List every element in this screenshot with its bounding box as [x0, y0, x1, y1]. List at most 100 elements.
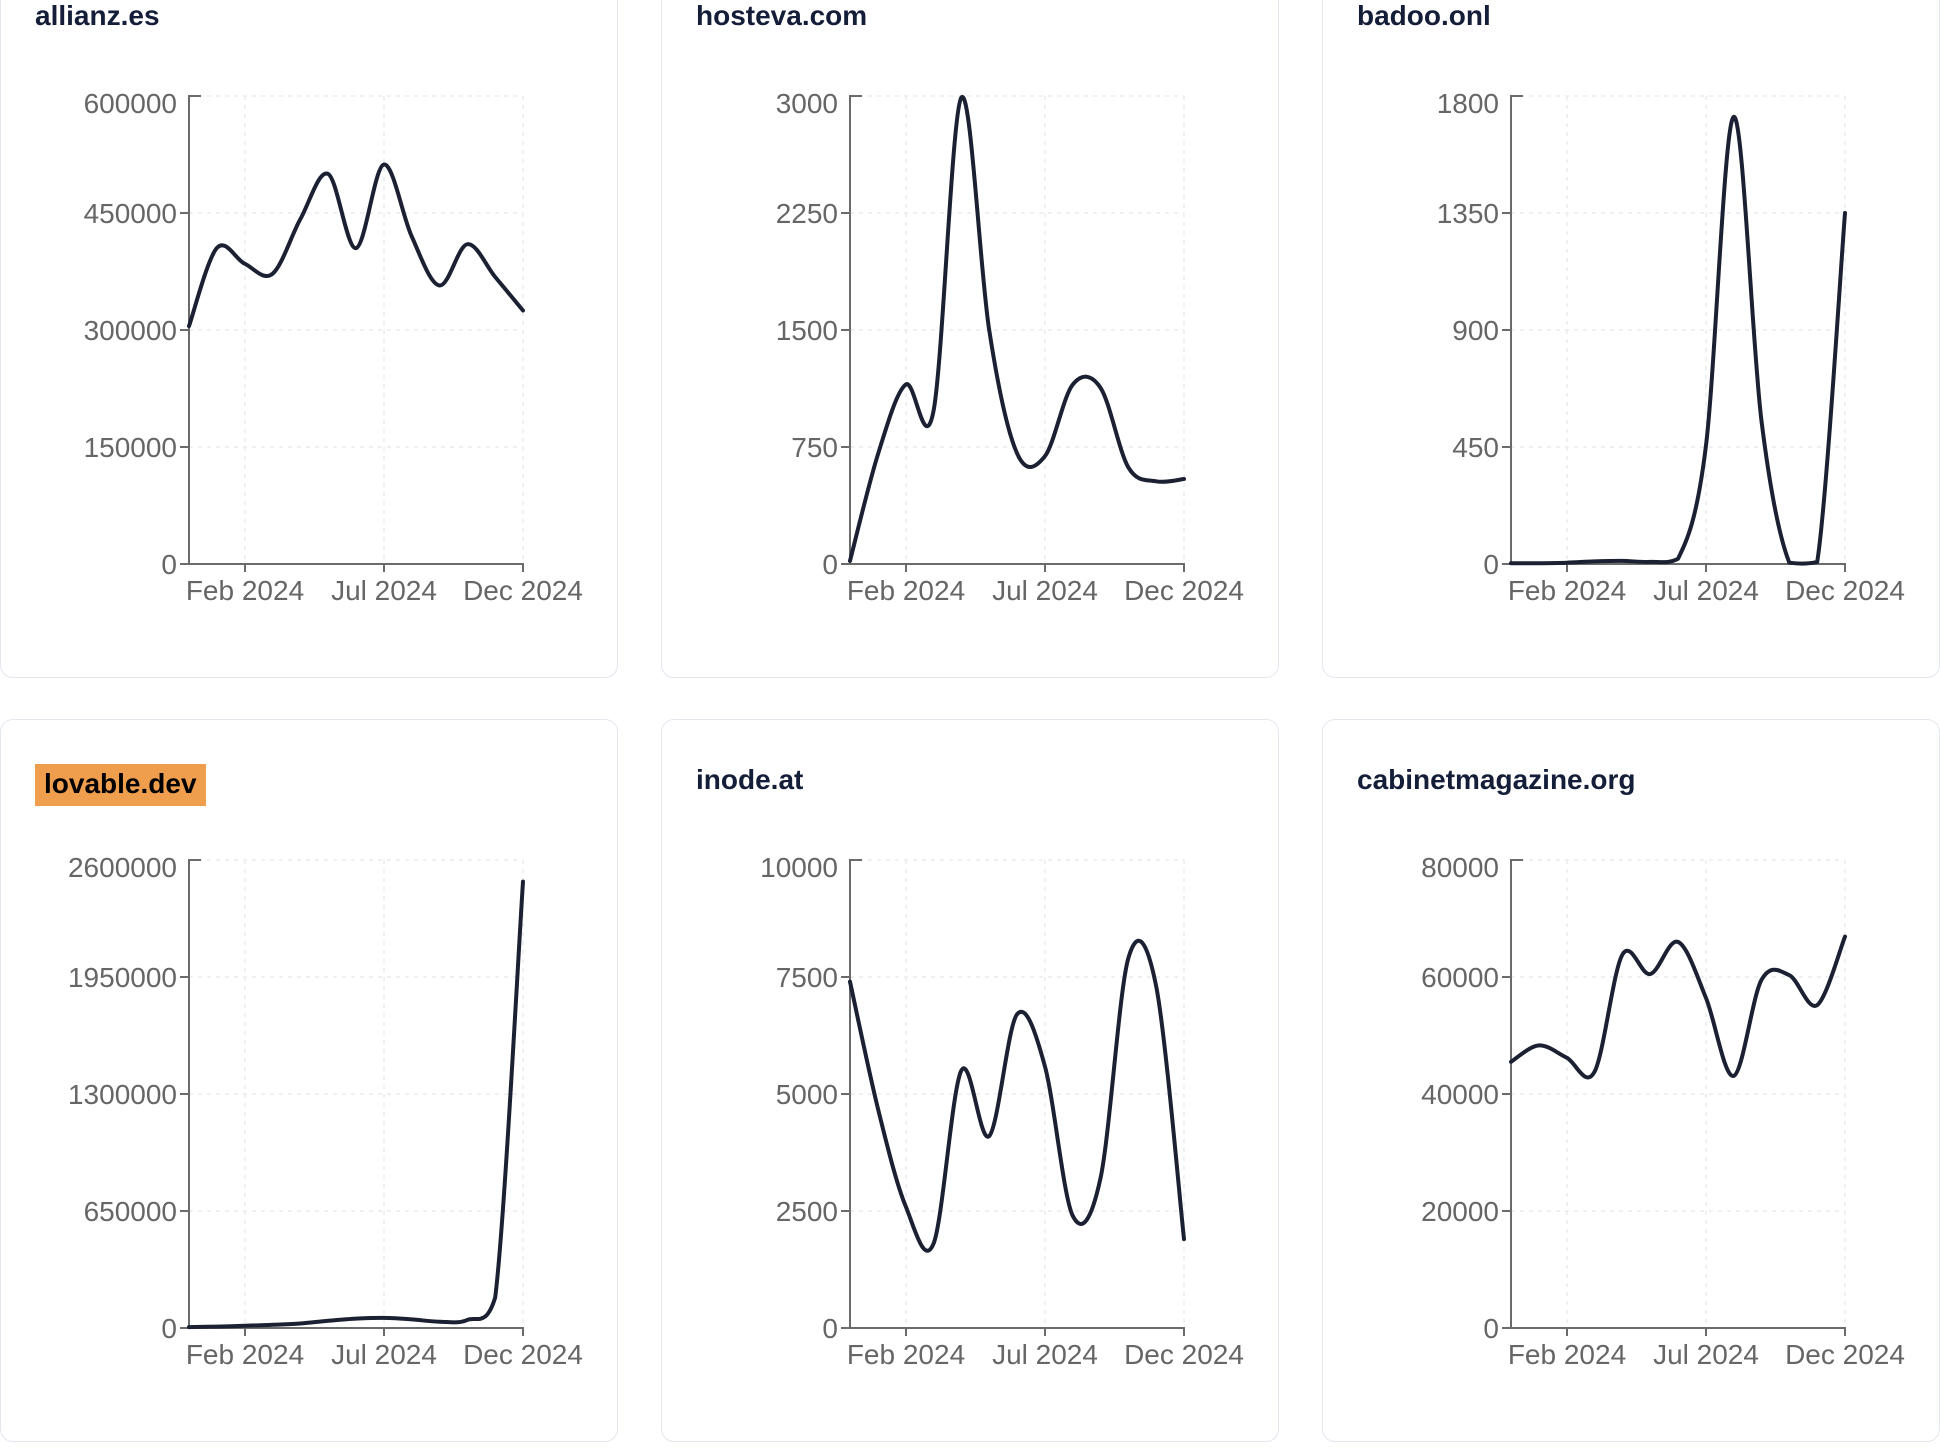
svg-text:Jul 2024: Jul 2024 — [1653, 575, 1759, 606]
data-line — [848, 95, 1186, 563]
svg-text:0: 0 — [161, 1313, 177, 1344]
y-axis-labels: 0 750 1500 2250 3000 — [776, 88, 838, 580]
chart-title: badoo.onl — [1357, 0, 1491, 32]
svg-text:1950000: 1950000 — [68, 962, 177, 993]
chart-title-text: allianz.es — [35, 0, 160, 31]
chart-title-highlighted: lovable.dev — [35, 764, 206, 806]
svg-text:10000: 10000 — [760, 852, 838, 883]
gridlines — [850, 859, 1185, 1328]
svg-text:Feb 2024: Feb 2024 — [186, 1339, 304, 1370]
chart-card-lovable-dev: lovable.dev 0 650000 1300000 1950000 2600000… — [0, 719, 618, 1442]
svg-text:0: 0 — [161, 549, 177, 580]
svg-text:Feb 2024: Feb 2024 — [847, 575, 965, 606]
data-line — [848, 938, 1186, 1253]
line-chart: 0 150000 300000 450000 600000 Feb 2024 Jul 202… — [84, 88, 583, 606]
svg-text:Jul 2024: Jul 2024 — [331, 1339, 437, 1370]
svg-text:3000: 3000 — [776, 88, 838, 119]
gridlines — [189, 95, 524, 564]
line-chart: 0 20000 40000 60000 80000 Feb 2024 Jul 2024 Dec… — [1421, 852, 1905, 1370]
svg-text:600000: 600000 — [84, 88, 177, 119]
chart-card-hosteva-com: hosteva.com 0 750 1500 2250 3000 Feb 2024 Jul … — [661, 0, 1279, 678]
y-axis-labels: 0 150000 300000 450000 600000 — [84, 88, 177, 580]
x-axis-labels: Feb 2024 Jul 2024 Dec 2024 — [1508, 575, 1905, 606]
chart-title-text: inode.at — [696, 764, 804, 795]
svg-text:40000: 40000 — [1421, 1079, 1499, 1110]
chart-title-text: lovable.dev — [35, 764, 206, 806]
svg-text:Jul 2024: Jul 2024 — [331, 575, 437, 606]
svg-text:Jul 2024: Jul 2024 — [1653, 1339, 1759, 1370]
data-line — [1509, 114, 1847, 566]
data-line — [187, 879, 525, 1330]
chart-card-cabinetmagazine-org: cabinetmagazine.org 0 20000 40000 60000 8000… — [1322, 719, 1940, 1442]
svg-text:Dec 2024: Dec 2024 — [1124, 1339, 1244, 1370]
chart-title: cabinetmagazine.org — [1357, 764, 1636, 796]
svg-text:Feb 2024: Feb 2024 — [1508, 575, 1626, 606]
axes — [1502, 95, 1846, 572]
x-axis-labels: Feb 2024 Jul 2024 Dec 2024 — [847, 1339, 1244, 1370]
y-axis-labels: 0 20000 40000 60000 80000 — [1421, 852, 1499, 1344]
svg-text:450: 450 — [1452, 432, 1499, 463]
svg-text:2250: 2250 — [776, 198, 838, 229]
svg-text:1300000: 1300000 — [68, 1079, 177, 1110]
line-chart: 0 750 1500 2250 3000 Feb 2024 Jul 2024 Dec 2024 — [776, 88, 1244, 606]
chart-title-text: cabinetmagazine.org — [1357, 764, 1636, 795]
svg-text:Dec 2024: Dec 2024 — [1785, 575, 1905, 606]
x-axis-labels: Feb 2024 Jul 2024 Dec 2024 — [186, 1339, 583, 1370]
x-axis-labels: Feb 2024 Jul 2024 Dec 2024 — [186, 575, 583, 606]
svg-text:150000: 150000 — [84, 432, 177, 463]
svg-text:1350: 1350 — [1437, 198, 1499, 229]
gridlines — [1511, 95, 1846, 564]
svg-text:Feb 2024: Feb 2024 — [186, 575, 304, 606]
line-chart: 0 650000 1300000 1950000 2600000 Feb 2024 Jul … — [68, 852, 583, 1370]
svg-text:0: 0 — [1483, 1313, 1499, 1344]
svg-text:650000: 650000 — [84, 1196, 177, 1227]
chart-title: allianz.es — [35, 0, 160, 32]
data-line — [187, 162, 525, 329]
svg-text:900: 900 — [1452, 315, 1499, 346]
gridlines — [189, 859, 524, 1328]
chart-title: hosteva.com — [696, 0, 867, 32]
svg-text:2600000: 2600000 — [68, 852, 177, 883]
gridlines — [850, 95, 1185, 564]
line-chart: 0 2500 5000 7500 10000 Feb 2024 Jul 2024 Dec 20… — [760, 852, 1244, 1370]
chart-title-text: hosteva.com — [696, 0, 868, 31]
y-axis-labels: 0 450 900 1350 1800 — [1437, 88, 1499, 580]
svg-text:7500: 7500 — [776, 962, 838, 993]
y-axis-labels: 0 2500 5000 7500 10000 — [760, 852, 838, 1344]
x-axis-labels: Feb 2024 Jul 2024 Dec 2024 — [1508, 1339, 1905, 1370]
line-chart: 0 450 900 1350 1800 Feb 2024 Jul 2024 Dec 2024 — [1437, 88, 1905, 606]
chart-title: inode.at — [696, 764, 803, 796]
chart-card-badoo-onl: badoo.onl 0 450 900 1350 1800 Feb 2024 Jul 202… — [1322, 0, 1940, 678]
chart-title-text: badoo.onl — [1357, 0, 1491, 31]
svg-text:2500: 2500 — [776, 1196, 838, 1227]
axes — [1502, 859, 1846, 1336]
svg-text:Jul 2024: Jul 2024 — [992, 1339, 1098, 1370]
svg-text:0: 0 — [822, 1313, 838, 1344]
axes — [180, 859, 524, 1336]
svg-text:450000: 450000 — [84, 198, 177, 229]
axes — [841, 859, 1185, 1336]
y-axis-labels: 0 650000 1300000 1950000 2600000 — [68, 852, 177, 1344]
svg-text:750: 750 — [791, 432, 838, 463]
svg-text:5000: 5000 — [776, 1079, 838, 1110]
svg-text:60000: 60000 — [1421, 962, 1499, 993]
svg-text:1500: 1500 — [776, 315, 838, 346]
chart-card-inode-at: inode.at 0 2500 5000 7500 10000 Feb 2024 Jul 2… — [661, 719, 1279, 1442]
svg-text:1800: 1800 — [1437, 88, 1499, 119]
x-axis-labels: Feb 2024 Jul 2024 Dec 2024 — [847, 575, 1244, 606]
svg-text:300000: 300000 — [84, 315, 177, 346]
svg-text:20000: 20000 — [1421, 1196, 1499, 1227]
chart-card-allianz-es: allianz.es 0 150000 300000 450000 600000 Feb … — [0, 0, 618, 678]
svg-text:Jul 2024: Jul 2024 — [992, 575, 1098, 606]
svg-text:Feb 2024: Feb 2024 — [1508, 1339, 1626, 1370]
axes — [841, 95, 1185, 572]
svg-text:Feb 2024: Feb 2024 — [847, 1339, 965, 1370]
svg-text:0: 0 — [822, 549, 838, 580]
svg-text:Dec 2024: Dec 2024 — [463, 575, 583, 606]
gridlines — [1511, 859, 1846, 1328]
svg-text:Dec 2024: Dec 2024 — [463, 1339, 583, 1370]
svg-text:Dec 2024: Dec 2024 — [1785, 1339, 1905, 1370]
svg-text:Dec 2024: Dec 2024 — [1124, 575, 1244, 606]
data-line — [1509, 934, 1847, 1080]
